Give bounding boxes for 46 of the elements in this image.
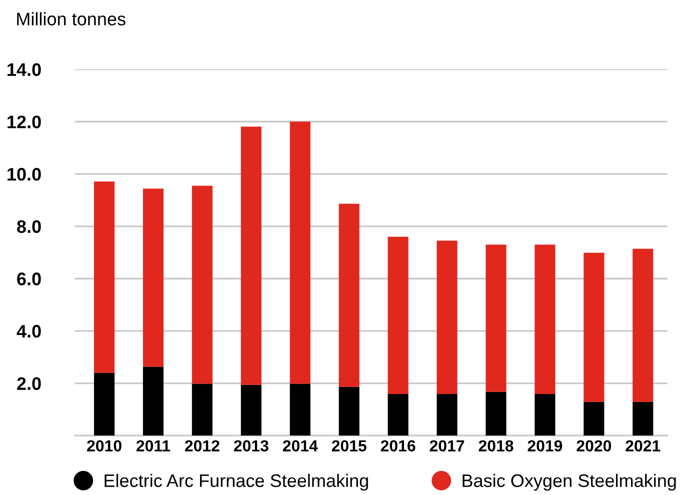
bar: [192, 384, 212, 436]
x-tick-label: 2012: [185, 440, 220, 452]
y-tick-label: 6.0: [17, 272, 41, 286]
legend-label: Electric Arc Furnace Steelmaking: [104, 474, 368, 491]
bar: [290, 122, 310, 384]
bar: [240, 126, 262, 385]
x-tick-label: 2021: [626, 440, 660, 452]
bar: [192, 186, 212, 384]
bar: [240, 384, 262, 436]
bar: [584, 402, 604, 436]
y-tick-label: 8.0: [17, 220, 41, 234]
bar: [436, 240, 458, 394]
bar: [388, 236, 408, 394]
y-tick-label: 14.0: [8, 63, 41, 76]
legend-label: Basic Oxygen Steelmaking: [462, 474, 676, 491]
y-tick-label: 4.0: [16, 324, 41, 338]
bar: [486, 392, 506, 436]
bar: [142, 188, 164, 367]
y-tick-label: 12.0: [8, 116, 41, 128]
x-tick-label: 2020: [576, 440, 612, 452]
y-axis-title: Million tonnes: [17, 12, 126, 26]
bar: [94, 182, 115, 373]
bar: [290, 384, 310, 436]
bar: [436, 394, 458, 436]
x-tick-label: 2017: [430, 440, 464, 452]
bar: [142, 366, 164, 436]
x-tick-label: 2011: [136, 440, 170, 452]
bar: [388, 394, 408, 436]
bar: [534, 394, 556, 436]
x-tick-label: 2016: [380, 440, 416, 452]
bar: [534, 244, 556, 394]
x-tick-label: 2018: [478, 440, 514, 452]
bar: [632, 402, 654, 436]
bar: [338, 386, 360, 436]
bar: [94, 372, 115, 436]
x-tick-label: 2014: [282, 440, 318, 452]
y-tick-label: 10.0: [8, 168, 41, 181]
x-tick-label: 2019: [528, 440, 562, 452]
bar: [486, 244, 506, 392]
x-tick-label: 2013: [234, 440, 268, 452]
bar: [338, 204, 360, 387]
bar: [584, 252, 604, 402]
x-tick-label: 2015: [332, 440, 366, 452]
y-tick-label: 2.0: [17, 377, 41, 390]
bar: [632, 248, 654, 402]
x-tick-label: 2010: [87, 440, 122, 452]
